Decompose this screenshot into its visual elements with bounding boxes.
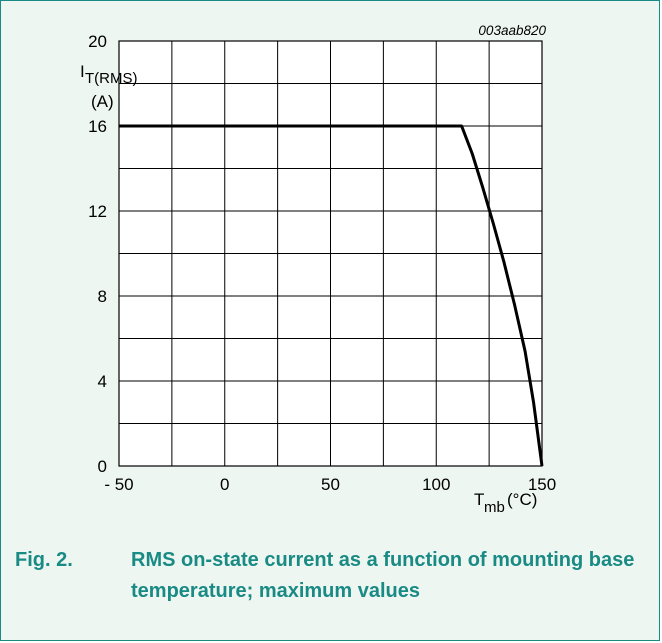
x-tick-label: 100 [422, 475, 450, 494]
x-axis-label-main: T [474, 490, 484, 509]
series-line [119, 124, 544, 467]
y-tick-label: 8 [98, 287, 107, 306]
y-tick-label: 0 [98, 457, 107, 476]
y-axis-label: I T(RMS) (A) [80, 62, 138, 111]
y-axis-label-unit: (A) [91, 92, 114, 111]
grid [118, 40, 543, 467]
y-tick-label: 12 [88, 202, 107, 221]
x-axis-label: T mb (°C) [474, 490, 537, 516]
figure-caption-text: RMS on-state current as a function of mo… [131, 549, 635, 602]
plot-border [118, 40, 543, 467]
x-axis-label-unit: (°C) [507, 490, 537, 509]
x-tick-label: - 50 [104, 475, 133, 494]
y-tick-label: 4 [98, 372, 107, 391]
x-tick-label: 50 [321, 475, 340, 494]
y-axis-label-main: I [80, 62, 85, 81]
x-tick-label: 0 [220, 475, 229, 494]
x-axis-label-sub: mb [484, 499, 505, 516]
series [119, 124, 544, 467]
figure-label: Fig. 2. [15, 549, 73, 571]
x-tick-label: 150 [528, 475, 556, 494]
y-tick-label: 16 [88, 117, 107, 136]
figure-code: 003aab820 [478, 23, 546, 38]
y-axis-label-sub: T(RMS) [85, 70, 138, 87]
y-tick-label: 20 [88, 32, 107, 51]
